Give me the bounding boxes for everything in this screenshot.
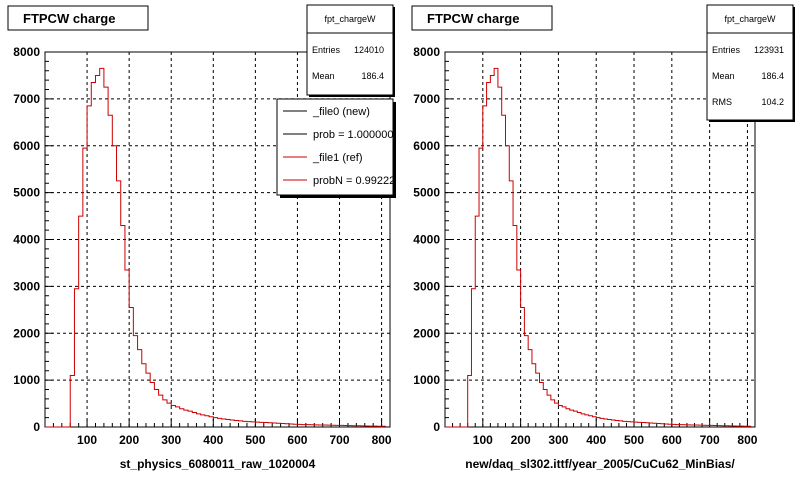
y-tick-label: 1000: [413, 373, 440, 387]
x-axis-label: st_physics_6080011_raw_1020004: [120, 457, 316, 471]
series-line-1: [45, 67, 386, 428]
legend-entry-label: _file0 (new): [312, 106, 370, 118]
x-tick-label: 200: [119, 433, 139, 447]
stats-name: fpt_chargeW: [324, 14, 376, 24]
stats-box: [306, 4, 394, 96]
stats-label: Entries: [712, 45, 741, 55]
legend-content: _file0 (new) prob = 1.000000 _file1 (ref) p…: [283, 106, 401, 187]
x-tick-label: 400: [203, 433, 223, 447]
x-tick-label: 700: [700, 433, 720, 447]
stats-label: Entries: [312, 45, 341, 55]
stats-value: 124010: [354, 45, 384, 55]
y-tick-label: 3000: [13, 279, 40, 293]
x-tick-label: 500: [624, 433, 644, 447]
stats-label: Mean: [312, 71, 335, 81]
legend-entry-label: _file1 (ref): [312, 152, 363, 164]
y-tick-label: 8000: [13, 45, 40, 59]
y-tick-label: 2000: [13, 326, 40, 340]
x-tick-label: 800: [737, 433, 757, 447]
y-tick-label: 6000: [413, 139, 440, 153]
legend-entry-label: probN = 0.992220: [313, 175, 401, 187]
y-tick-label: 5000: [413, 186, 440, 200]
y-tick-label: 5000: [13, 186, 40, 200]
x-axis-label: new/daq_sl302.ittf/year_2005/CuCu62_MinB…: [465, 457, 735, 471]
stats-label: Mean: [712, 71, 735, 81]
title-box: [411, 5, 553, 31]
y-tick-label: 6000: [13, 139, 40, 153]
x-tick-label: 200: [511, 433, 531, 447]
y-tick-label: 4000: [413, 233, 440, 247]
x-tick-label: 300: [548, 433, 568, 447]
x-tick-label: 100: [77, 433, 97, 447]
y-tick-label: 2000: [413, 326, 440, 340]
chart-title: FTPCW charge: [23, 11, 115, 26]
legend-entry-label: prob = 1.000000: [313, 129, 393, 141]
y-tick-label: 8000: [413, 45, 440, 59]
chart-title: FTPCW charge: [427, 11, 519, 26]
stats-value: 186.4: [761, 71, 784, 81]
chart-panel-2: 100 200 300 400 500 600 700 8000100020003000400…: [411, 4, 795, 471]
title-box: [7, 5, 149, 31]
chart-panel-1: 100 200 300 400 500 600 700 8000100020003000400…: [7, 4, 401, 471]
stats-value: 186.4: [361, 71, 384, 81]
legend-box: [276, 98, 394, 196]
x-tick-label: 400: [586, 433, 606, 447]
x-tick-label: 500: [245, 433, 265, 447]
x-tick-label: 300: [161, 433, 181, 447]
x-tick-label: 100: [473, 433, 493, 447]
stats-box: [706, 4, 794, 121]
y-tick-label: 7000: [13, 92, 40, 106]
y-tick-label: 7000: [413, 92, 440, 106]
stats-value: 123931: [754, 45, 784, 55]
y-tick-label: 4000: [13, 233, 40, 247]
stats-name: fpt_chargeW: [724, 14, 776, 24]
y-tick-label: 3000: [413, 279, 440, 293]
y-tick-label: 0: [433, 420, 440, 434]
x-tick-label: 600: [287, 433, 307, 447]
x-tick-label: 800: [372, 433, 392, 447]
stats-value: 104.2: [761, 97, 784, 107]
stats-label: RMS: [712, 97, 732, 107]
y-tick-label: 1000: [13, 373, 40, 387]
y-tick-label: 0: [33, 420, 40, 434]
x-tick-label: 700: [329, 433, 349, 447]
x-tick-label: 600: [662, 433, 682, 447]
series-line-1: [445, 67, 752, 428]
